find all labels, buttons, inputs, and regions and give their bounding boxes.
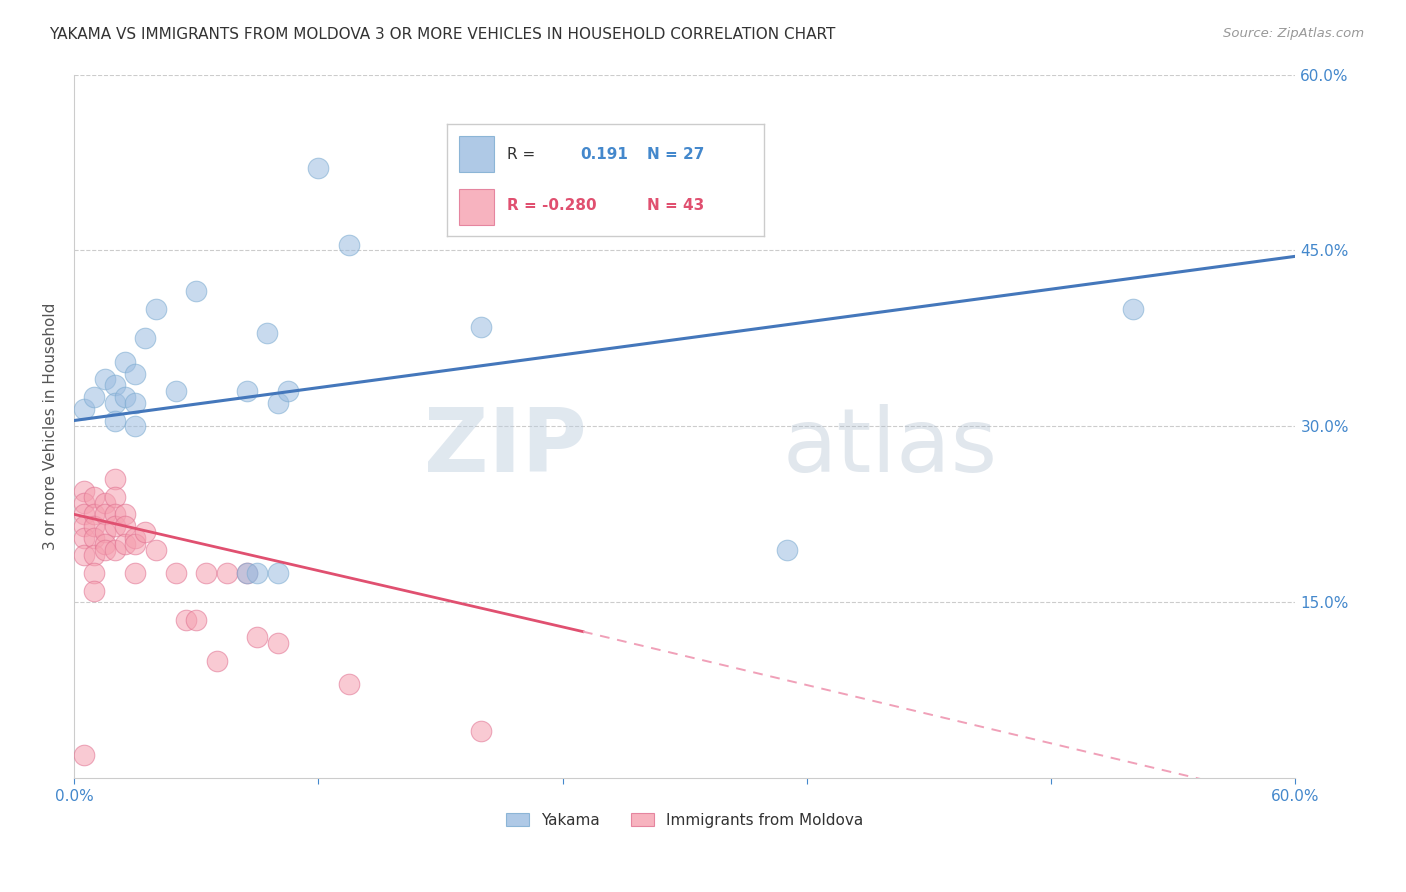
Point [145, 542, 167, 557]
Point [266, 396, 288, 410]
Point [124, 396, 146, 410]
Text: ZIP: ZIP [425, 404, 588, 491]
Point [145, 302, 167, 317]
Point [83, 390, 105, 404]
Point [186, 285, 208, 299]
Point [470, 724, 492, 739]
Point [236, 566, 259, 580]
Point [205, 654, 228, 668]
Point [83, 519, 105, 533]
Point [104, 519, 127, 533]
Point [93, 542, 115, 557]
Point [104, 542, 127, 557]
Text: Source: ZipAtlas.com: Source: ZipAtlas.com [1223, 27, 1364, 40]
Point [124, 367, 146, 381]
Point [124, 531, 146, 545]
Point [134, 524, 156, 539]
Point [83, 583, 105, 598]
Point [307, 161, 329, 176]
Point [104, 413, 127, 427]
Point [165, 566, 187, 580]
Text: YAKAMA VS IMMIGRANTS FROM MOLDOVA 3 OR MORE VEHICLES IN HOUSEHOLD CORRELATION CH: YAKAMA VS IMMIGRANTS FROM MOLDOVA 3 OR M… [49, 27, 835, 42]
Point [83, 549, 105, 563]
Point [73, 483, 96, 498]
Point [93, 536, 115, 550]
Point [104, 396, 127, 410]
Point [236, 384, 259, 399]
Point [134, 331, 156, 345]
Point [93, 508, 115, 522]
Point [215, 566, 238, 580]
Point [124, 536, 146, 550]
Point [73, 519, 96, 533]
Point [124, 419, 146, 434]
Point [83, 531, 105, 545]
Point [114, 536, 136, 550]
Point [1122, 302, 1144, 317]
Point [73, 549, 96, 563]
Point [114, 519, 136, 533]
Point [186, 613, 208, 627]
Point [104, 508, 127, 522]
Point [83, 508, 105, 522]
Point [104, 378, 127, 392]
Point [124, 566, 146, 580]
Y-axis label: 3 or more Vehicles in Household: 3 or more Vehicles in Household [44, 302, 58, 550]
Point [277, 384, 299, 399]
Point [73, 508, 96, 522]
Point [775, 542, 797, 557]
Point [104, 490, 127, 504]
Point [246, 631, 269, 645]
Point [337, 677, 360, 691]
Point [256, 326, 278, 340]
Text: atlas: atlas [783, 404, 998, 491]
Point [73, 531, 96, 545]
Point [246, 566, 269, 580]
Point [114, 508, 136, 522]
Point [73, 747, 96, 762]
Point [83, 490, 105, 504]
Point [83, 566, 105, 580]
Point [236, 566, 259, 580]
Point [73, 495, 96, 509]
Point [93, 495, 115, 509]
Point [266, 636, 288, 650]
Point [165, 384, 187, 399]
Point [114, 390, 136, 404]
Point [470, 319, 492, 334]
Point [114, 355, 136, 369]
Point [93, 372, 115, 386]
Point [266, 566, 288, 580]
Point [195, 566, 218, 580]
Point [93, 524, 115, 539]
Legend: Yakama, Immigrants from Moldova: Yakama, Immigrants from Moldova [501, 806, 869, 834]
Point [337, 237, 360, 252]
Point [174, 613, 197, 627]
Point [73, 401, 96, 416]
Point [104, 472, 127, 486]
